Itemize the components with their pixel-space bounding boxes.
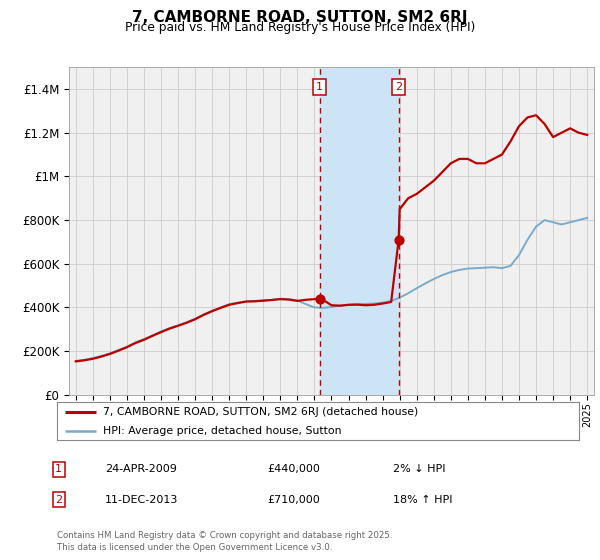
Text: 7, CAMBORNE ROAD, SUTTON, SM2 6RJ: 7, CAMBORNE ROAD, SUTTON, SM2 6RJ — [132, 10, 468, 25]
Text: 2: 2 — [395, 82, 402, 92]
Bar — [320, 67, 398, 395]
Text: 18% ↑ HPI: 18% ↑ HPI — [393, 494, 452, 505]
Text: Price paid vs. HM Land Registry's House Price Index (HPI): Price paid vs. HM Land Registry's House … — [125, 21, 475, 34]
Text: HPI: Average price, detached house, Sutton: HPI: Average price, detached house, Sutt… — [103, 426, 341, 436]
Text: Contains HM Land Registry data © Crown copyright and database right 2025.
This d: Contains HM Land Registry data © Crown c… — [57, 531, 392, 552]
Text: 2% ↓ HPI: 2% ↓ HPI — [393, 464, 445, 474]
Text: 1: 1 — [55, 464, 62, 474]
Text: 24-APR-2009: 24-APR-2009 — [105, 464, 177, 474]
Text: 1: 1 — [316, 82, 323, 92]
Text: 2: 2 — [55, 494, 62, 505]
Point — [315, 294, 325, 303]
Text: £440,000: £440,000 — [267, 464, 320, 474]
Text: 11-DEC-2013: 11-DEC-2013 — [105, 494, 178, 505]
Point — [394, 235, 403, 244]
Text: 7, CAMBORNE ROAD, SUTTON, SM2 6RJ (detached house): 7, CAMBORNE ROAD, SUTTON, SM2 6RJ (detac… — [103, 407, 418, 417]
Text: £710,000: £710,000 — [267, 494, 320, 505]
